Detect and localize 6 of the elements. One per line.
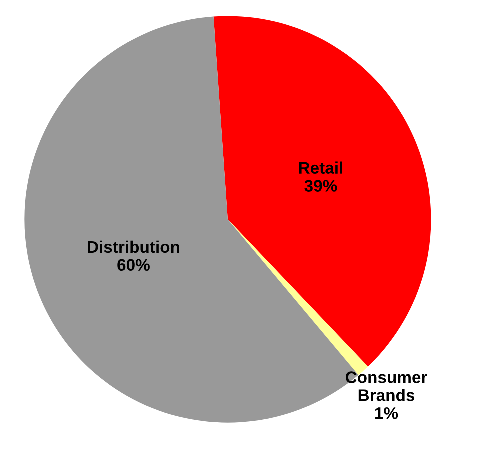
data-label: 1% <box>376 408 398 420</box>
slice-label: Distribution <box>88 240 180 254</box>
slice-label: Retail <box>299 162 342 174</box>
data-label: 60% <box>118 259 150 272</box>
slice-label: Consumer Brands <box>346 372 428 402</box>
data-label: 39% <box>304 180 338 192</box>
